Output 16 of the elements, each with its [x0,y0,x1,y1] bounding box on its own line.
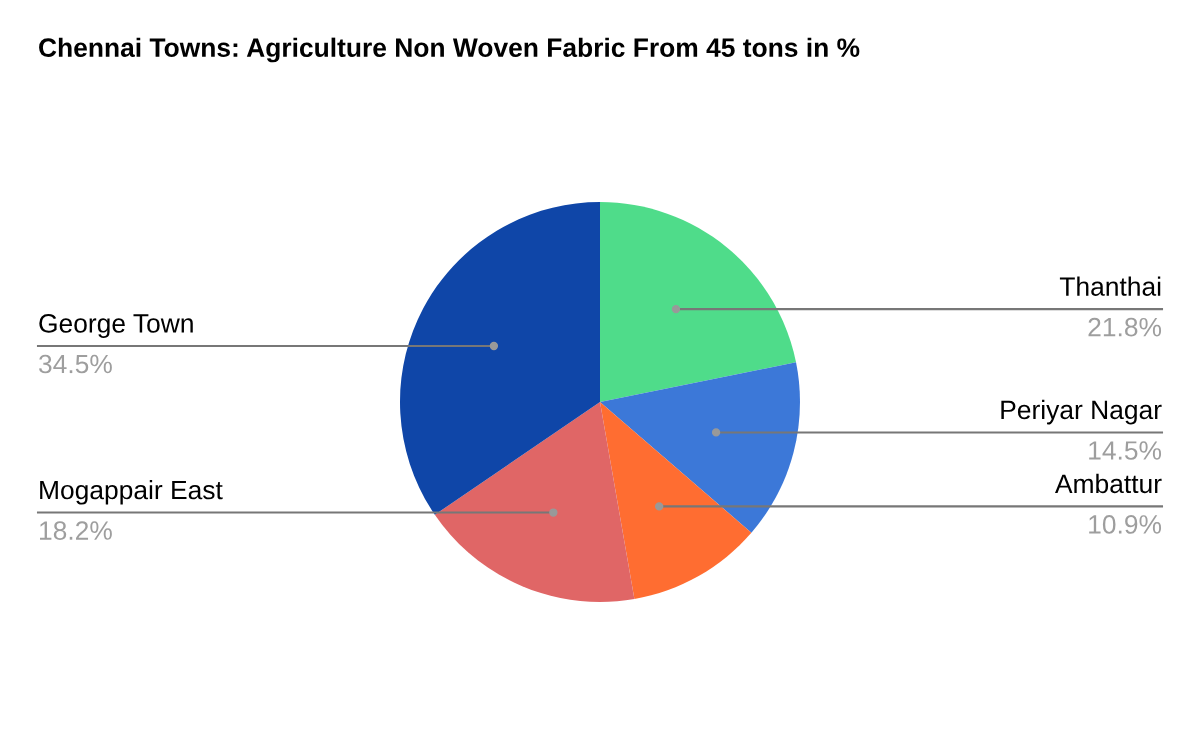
chart-title: Chennai Towns: Agriculture Non Woven Fabric From 45 tons in % [39,37,860,63]
slice-label: Periyar Nagar [1001,399,1162,425]
slice-label: Thanthai [1059,276,1161,296]
slice-label: Mogappair East [40,479,223,505]
slice-label: Ambattur [1055,473,1162,494]
data-label: 34.5% [39,354,112,374]
pie-slice [600,362,800,533]
data-label: 14.5% [1089,441,1162,460]
data-label: 10.9% [1089,515,1162,534]
slice-label: George Town [39,314,193,338]
pie-slice [600,202,797,402]
data-label: 21.8% [1088,317,1162,337]
pie-slice [400,202,600,515]
pie-slice [600,402,752,600]
data-label: 18.2% [40,521,112,540]
pie-slice [434,402,635,602]
